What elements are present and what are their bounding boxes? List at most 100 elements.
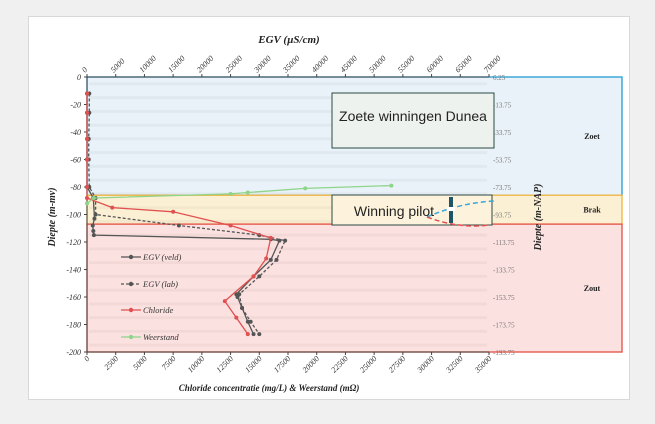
stripe (89, 289, 487, 292)
stripe (89, 316, 487, 319)
data-point (257, 332, 262, 337)
y-tick-label: -40 (70, 128, 81, 137)
data-point (85, 201, 89, 206)
x-tick-label: 12500 (214, 354, 235, 375)
data-point (283, 238, 288, 243)
data-point (245, 332, 250, 337)
data-point (274, 257, 279, 262)
data-point (251, 274, 256, 279)
stripe (89, 82, 487, 85)
x2-tick-label: 35000 (280, 54, 301, 75)
x-tick-label: 27500 (387, 354, 408, 375)
pilot-annotation-box (331, 194, 493, 226)
data-point (237, 292, 242, 297)
data-point (268, 257, 273, 262)
legend-label: Weerstand (143, 332, 179, 342)
y-tick-label: -140 (66, 266, 81, 275)
left-axis-title: Diepte (m-mv) (47, 187, 58, 247)
pilot-well-dashed-blue (426, 200, 495, 218)
y2-tick-label: -33.75 (493, 129, 512, 137)
x-tick-label: 35000 (472, 354, 493, 375)
data-point (85, 110, 89, 115)
legend-label: EGV (lab) (142, 279, 178, 289)
x2-tick-label: 50000 (367, 54, 388, 75)
x2-tick-label: 20000 (195, 54, 216, 75)
stripe (89, 179, 487, 182)
x-tick-label: 25000 (358, 354, 379, 375)
y-tick-label: -200 (66, 348, 81, 357)
series-layer (85, 91, 394, 337)
zone-label-brak: Brak (583, 206, 601, 215)
legend-marker (128, 334, 134, 340)
legend-label: Chloride (143, 305, 173, 315)
x-tick-label: 15000 (243, 354, 264, 375)
data-point (257, 274, 262, 279)
right-axis-title: Diepte (m-NAP) (533, 184, 544, 252)
data-point (303, 186, 308, 191)
y-tick-label: -60 (70, 156, 81, 165)
stripe (89, 165, 487, 168)
y2-tick-label: -133.75 (493, 267, 515, 275)
data-point (85, 136, 89, 141)
y2-tick-label: -13.75 (493, 102, 512, 110)
data-point (110, 205, 115, 210)
x-tick-label: 7500 (160, 354, 178, 372)
stripe (89, 344, 487, 347)
data-point (245, 319, 250, 324)
data-point (248, 319, 253, 324)
bottom-axis-title: Chloride concentratie (mg/L) & Weerstand… (179, 383, 360, 393)
legend-label: EGV (veld) (142, 252, 181, 262)
annotation-layer: Zoete winningen Dunea Winning pilot (331, 92, 495, 227)
data-point (91, 229, 96, 233)
data-point (222, 299, 227, 304)
y2-tick-label: -153.75 (493, 294, 515, 302)
stripe (89, 151, 487, 154)
x2-tick-label: 45000 (338, 54, 359, 75)
x-tick-label: 20000 (301, 354, 322, 375)
x2-tick-label: 70000 (482, 54, 503, 75)
top-axis-title: EGV (µS/cm) (257, 34, 319, 46)
x2-tick-label: 0 (80, 65, 89, 74)
y-tick-label: -100 (66, 211, 81, 220)
dunea-annotation-box (331, 92, 495, 149)
x-tick-label: 10000 (186, 354, 207, 375)
data-point (85, 91, 89, 96)
x-tick-label: 30000 (415, 354, 436, 375)
dunea-annotation-label: Zoete winningen Dunea (339, 108, 487, 124)
x2-tick-label: 65000 (453, 54, 474, 75)
pilot-well-marker-cap (447, 207, 455, 211)
x2-tick-label: 55000 (396, 54, 417, 75)
pilot-well-dashed-red (426, 216, 490, 227)
data-point (268, 235, 273, 240)
data-point (85, 185, 89, 189)
legend-marker (128, 307, 134, 313)
data-point (389, 183, 394, 188)
x-tick-label: 17500 (272, 354, 293, 375)
x-tick-label: 0 (82, 354, 91, 363)
series-line-egv-lab- (88, 93, 287, 335)
data-point (90, 223, 95, 228)
x-tick-label: 2500 (102, 354, 120, 372)
y-tick-label: -20 (70, 101, 81, 110)
x2-tick-label: 25000 (224, 54, 245, 75)
x2-tick-label: 40000 (310, 54, 331, 75)
slide-canvas: Zoet Brak Zout Zoete winningen Dunea Winni… (28, 16, 630, 400)
data-point (91, 233, 96, 238)
depth-profile-chart: Zoet Brak Zout Zoete winningen Dunea Winni… (47, 34, 623, 393)
y2-tick-label: -73.75 (493, 184, 512, 192)
y2-tick-label: -173.75 (493, 322, 515, 330)
data-point (240, 306, 245, 310)
x2-tick-label: 30000 (252, 54, 273, 75)
data-point (85, 157, 89, 162)
y-tick-label: -80 (70, 183, 81, 192)
x-tick-label: 32500 (443, 354, 464, 375)
x-tick-label: 22500 (329, 354, 350, 375)
y2-tick-label: 6.25 (493, 74, 506, 82)
x2-tick-label: 15000 (166, 54, 187, 75)
y2-tick-label: -93.75 (493, 212, 512, 220)
x-tick-label: 5000 (131, 354, 149, 372)
y-tick-label: -160 (66, 293, 81, 302)
y-tick-label: -120 (66, 238, 81, 247)
data-point (245, 190, 250, 195)
data-point (85, 196, 89, 200)
